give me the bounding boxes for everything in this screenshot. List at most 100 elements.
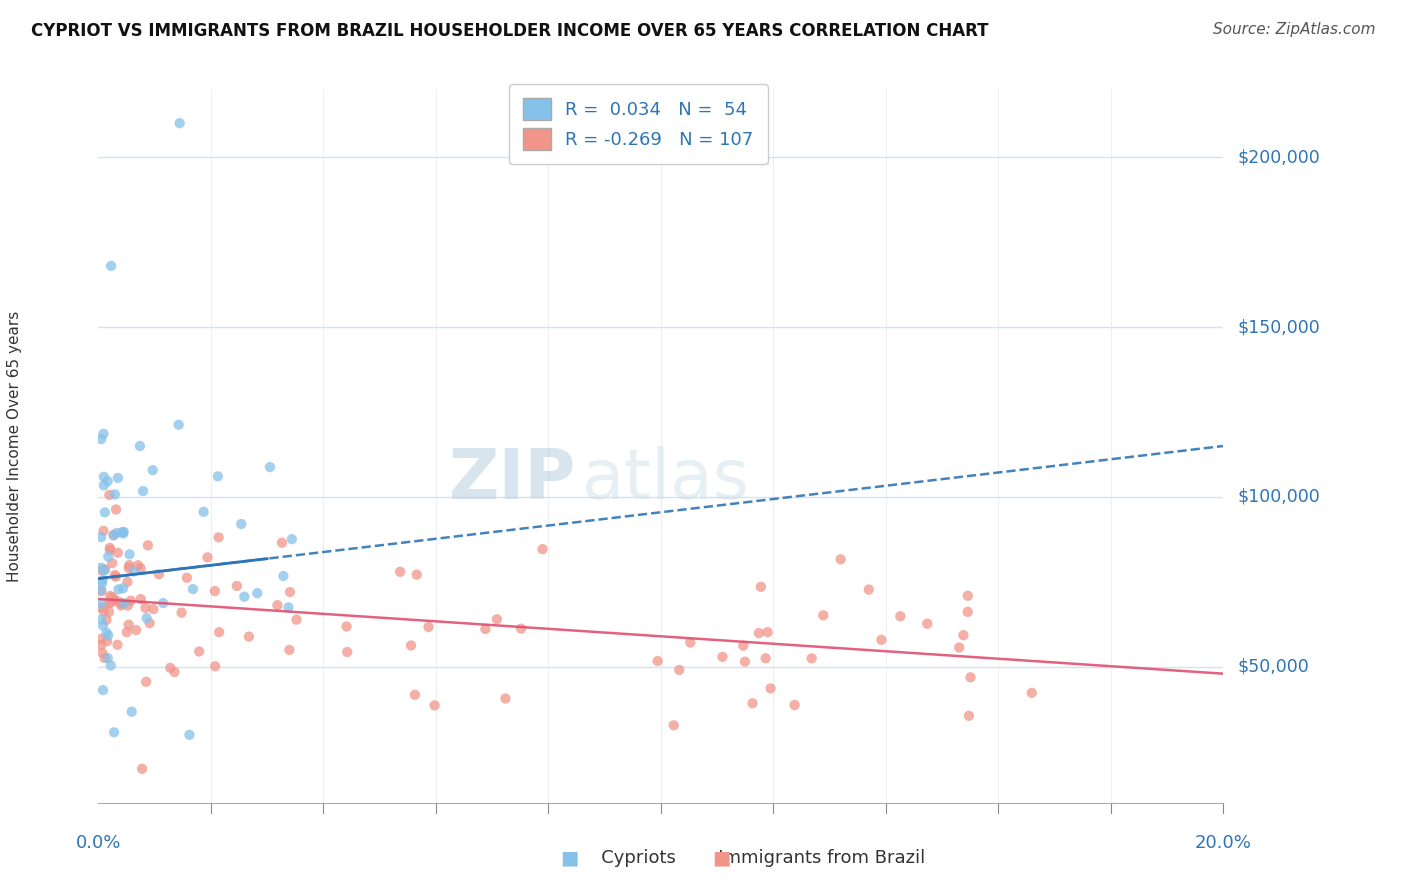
Point — [134, 600, 156, 615]
Point — [93, 426, 115, 441]
Point — [118, 547, 141, 561]
Point — [531, 542, 554, 557]
Point — [679, 635, 702, 649]
Point — [756, 625, 779, 640]
Point — [90, 597, 112, 611]
Point — [104, 568, 127, 582]
Text: ■: ■ — [711, 848, 731, 868]
Point — [193, 505, 215, 519]
Point — [755, 651, 778, 665]
Point — [748, 626, 770, 640]
Point — [100, 596, 122, 610]
Point — [103, 528, 125, 542]
Point — [93, 564, 115, 578]
Point — [108, 595, 131, 609]
Point — [93, 524, 115, 538]
Point — [285, 613, 308, 627]
Point — [90, 530, 112, 544]
Point — [813, 608, 835, 623]
Text: CYPRIOT VS IMMIGRANTS FROM BRAZIL HOUSEHOLDER INCOME OVER 65 YEARS CORRELATION C: CYPRIOT VS IMMIGRANTS FROM BRAZIL HOUSEH… — [31, 22, 988, 40]
Point — [93, 470, 115, 484]
Point — [90, 563, 112, 577]
Point — [138, 616, 160, 631]
Point — [98, 543, 121, 558]
Point — [510, 622, 533, 636]
Point — [246, 586, 269, 600]
Point — [98, 589, 121, 603]
Point — [117, 561, 139, 575]
Point — [98, 596, 121, 610]
Point — [101, 591, 124, 605]
Text: Householder Income Over 65 years: Householder Income Over 65 years — [7, 310, 21, 582]
Point — [91, 574, 114, 588]
Point — [93, 478, 115, 492]
Point — [259, 460, 281, 475]
Point — [91, 618, 114, 632]
Point — [118, 617, 141, 632]
Point — [112, 524, 135, 539]
Point — [104, 487, 127, 501]
Point — [148, 567, 170, 582]
Point — [176, 571, 198, 585]
Point — [783, 698, 806, 712]
Point — [733, 639, 755, 653]
Point — [115, 625, 138, 640]
Point — [111, 524, 134, 539]
Point — [132, 484, 155, 499]
Point — [107, 582, 129, 597]
Point — [181, 582, 204, 596]
Point — [1021, 686, 1043, 700]
Point — [90, 612, 112, 626]
Point — [225, 579, 247, 593]
Point — [266, 598, 288, 612]
Point — [917, 616, 939, 631]
Point — [91, 646, 114, 660]
Point — [711, 649, 734, 664]
Point — [152, 596, 174, 610]
Point — [120, 593, 142, 607]
Point — [135, 674, 157, 689]
Point — [142, 602, 165, 616]
Point — [335, 619, 357, 633]
Point — [208, 530, 231, 544]
Point — [97, 651, 120, 665]
Point — [204, 659, 226, 673]
Legend: R =  0.034   N =  54, R = -0.269   N = 107: R = 0.034 N = 54, R = -0.269 N = 107 — [509, 84, 768, 164]
Text: ZIP: ZIP — [449, 447, 576, 514]
Point — [90, 632, 112, 646]
Point — [127, 558, 149, 573]
Point — [131, 762, 153, 776]
Point — [107, 638, 129, 652]
Point — [98, 605, 121, 619]
Point — [142, 463, 165, 477]
Point — [104, 569, 127, 583]
Point — [238, 630, 260, 644]
Point — [94, 505, 117, 519]
Text: $150,000: $150,000 — [1237, 318, 1320, 336]
Point — [111, 597, 134, 611]
Point — [125, 623, 148, 637]
Point — [169, 116, 191, 130]
Point — [647, 654, 669, 668]
Point — [956, 605, 979, 619]
Point — [90, 560, 112, 574]
Point — [959, 670, 981, 684]
Point — [136, 538, 159, 552]
Point — [90, 432, 112, 446]
Point — [281, 532, 304, 546]
Text: $100,000: $100,000 — [1237, 488, 1320, 506]
Text: ■: ■ — [560, 848, 579, 868]
Point — [93, 651, 115, 665]
Point — [474, 622, 496, 636]
Point — [741, 696, 763, 710]
Point — [135, 611, 157, 625]
Point — [404, 688, 426, 702]
Point — [159, 661, 181, 675]
Point — [278, 585, 301, 599]
Point — [204, 584, 226, 599]
Text: $200,000: $200,000 — [1237, 148, 1320, 166]
Point — [107, 546, 129, 560]
Point — [110, 599, 132, 613]
Point — [423, 698, 446, 713]
Point — [957, 708, 980, 723]
